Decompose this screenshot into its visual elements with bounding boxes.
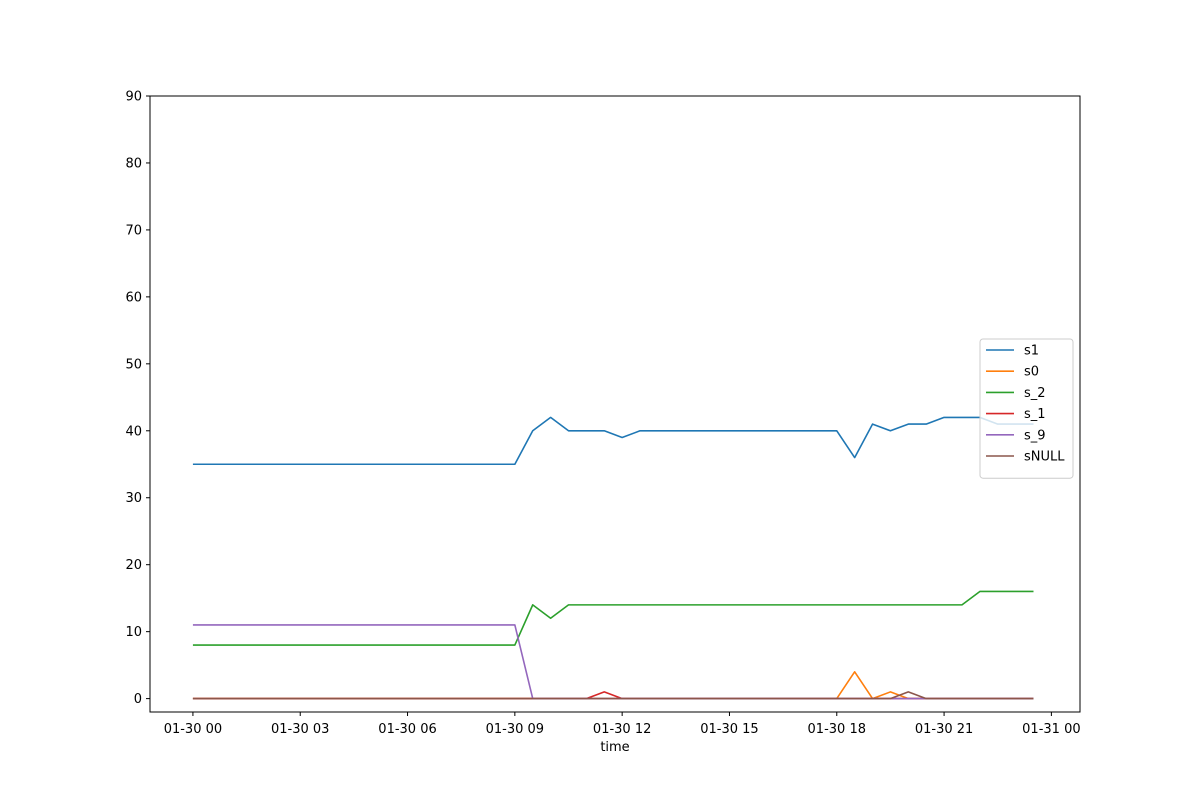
legend-box xyxy=(979,338,1074,479)
y-tick-label: 80 xyxy=(125,156,142,171)
series-line-s1 xyxy=(192,416,1034,466)
y-tick-label: 30 xyxy=(125,491,142,506)
y-tick-label: 90 xyxy=(125,90,142,105)
y-tick-label: 60 xyxy=(125,290,142,305)
y-tick-label: 70 xyxy=(125,223,142,238)
x-tick-label: 01-30 09 xyxy=(486,722,544,737)
x-tick-label: 01-30 06 xyxy=(378,722,436,737)
x-tick-label: 01-30 21 xyxy=(915,722,973,737)
x-tick-label: 01-30 15 xyxy=(700,722,758,737)
legend-label-s1: s1 xyxy=(1024,344,1039,359)
y-axis: 0 10 20 30 40 50 60 70 80 90 xyxy=(125,90,150,707)
legend-label-s_1: s_1 xyxy=(1024,407,1046,422)
y-tick-label: 40 xyxy=(125,424,142,439)
x-axis: 01-30 00 01-30 03 01-30 06 01-30 09 01-30 12… xyxy=(164,712,1081,737)
x-tick-label: 01-30 12 xyxy=(593,722,651,737)
legend-label-s0: s0 xyxy=(1024,365,1039,380)
x-tick-label: 01-31 00 xyxy=(1022,722,1080,737)
y-tick-label: 20 xyxy=(125,558,142,573)
series-line-sNULL xyxy=(192,691,1034,700)
x-tick-label: 01-30 03 xyxy=(271,722,329,737)
x-axis-title: time xyxy=(600,740,629,755)
x-tick-label: 01-30 18 xyxy=(808,722,866,737)
legend-label-s_2: s_2 xyxy=(1024,386,1046,401)
legend: s1 s0 s_2 s_1 s_9 sNULL xyxy=(979,338,1074,479)
y-tick-label: 10 xyxy=(125,625,142,640)
series-line-s_2 xyxy=(192,590,1034,646)
legend-label-s_9: s_9 xyxy=(1024,428,1046,443)
x-tick-label: 01-30 00 xyxy=(164,722,222,737)
y-tick-label: 50 xyxy=(125,357,142,372)
series-layer xyxy=(192,416,1034,700)
plot-frame xyxy=(149,95,1081,713)
y-tick-label: 0 xyxy=(134,692,142,707)
legend-label-sNULL: sNULL xyxy=(1024,450,1065,465)
